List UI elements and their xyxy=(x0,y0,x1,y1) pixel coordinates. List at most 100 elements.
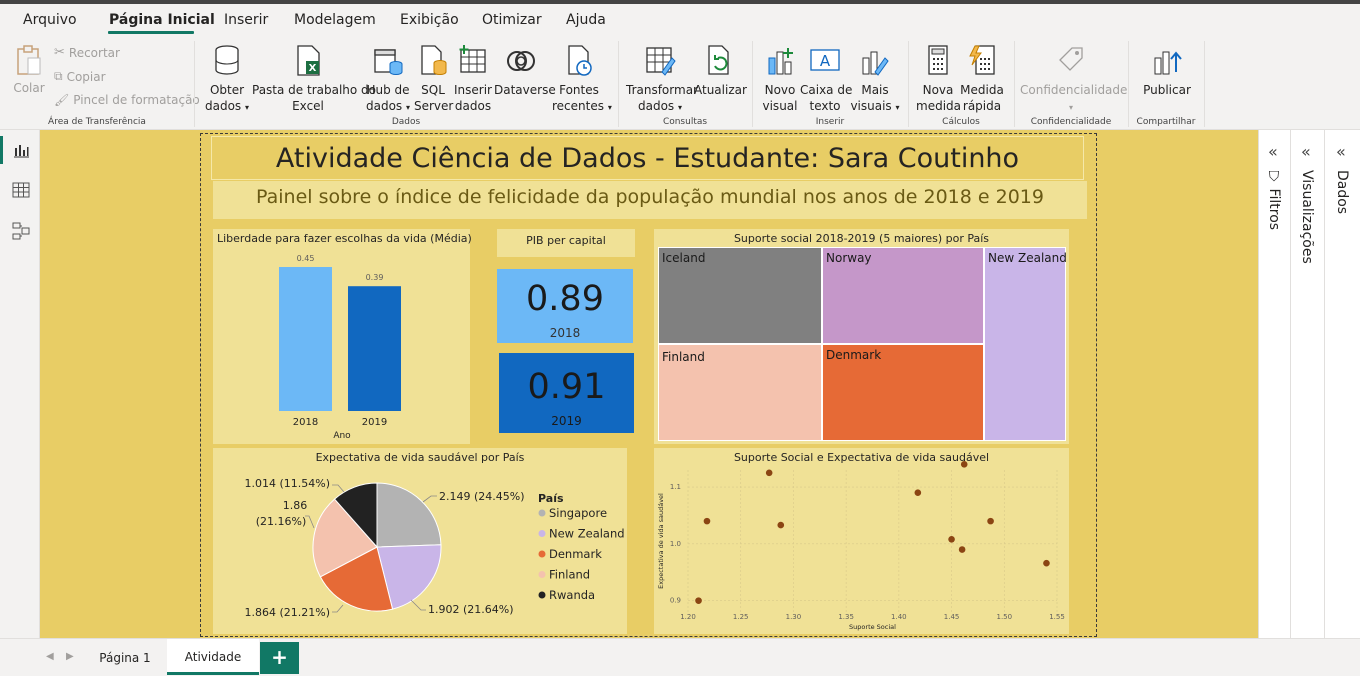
dataverse-button[interactable]: Dataverse xyxy=(494,44,556,98)
page-tab-pagina-1[interactable]: Página 1 xyxy=(99,651,151,665)
treemap-tile-denmark[interactable]: Denmark xyxy=(822,344,984,441)
add-page-button[interactable]: + xyxy=(260,642,299,674)
next-page-icon[interactable]: ▶ xyxy=(66,651,74,662)
refresh-button[interactable]: Atualizar xyxy=(694,44,747,98)
collapse-chevron-icon[interactable]: « xyxy=(1301,142,1311,161)
scatter-chart-plot: 1.20 1.25 1.30 1.35 1.40 1.45 1.50 1.55 0.9 1.0 1.… xyxy=(657,461,1065,631)
pie-data-label: 1.902 (21.64%) xyxy=(428,603,514,616)
y-axis-label: Expectativa de vida saudável xyxy=(657,493,665,589)
transform-label-1: Transformar xyxy=(626,83,698,97)
excel-workbook-button[interactable]: X Pasta de trabalho do Excel xyxy=(252,44,376,114)
pie-leader-line xyxy=(332,484,345,493)
bar-data-label: 0.39 xyxy=(366,273,384,282)
bar-chart-plot: 0.45 2018 0.39 2019 Ano xyxy=(279,254,401,441)
collapse-chevron-icon[interactable]: « xyxy=(1268,142,1278,161)
scatter-point xyxy=(960,461,968,468)
menu-exibicao[interactable]: Exibição xyxy=(400,12,459,28)
freedom-bar-chart[interactable]: Liberdade para fazer escolhas da vida (M… xyxy=(213,229,472,444)
menu-arquivo[interactable]: Arquivo xyxy=(23,12,77,28)
legend-item: New Zealand xyxy=(549,527,625,541)
pib-value-2019: 0.91 xyxy=(527,367,606,407)
data-hub-button[interactable]: Hub de dados ▾ xyxy=(366,44,410,116)
chart-title: Suporte social 2018-2019 (5 maiores) por… xyxy=(733,232,990,245)
scatter-point xyxy=(987,517,994,525)
data-hub-label-1: Hub de xyxy=(366,83,410,97)
pie-slice-singapore xyxy=(376,482,442,548)
copy-icon: ⧉ xyxy=(54,69,63,83)
scatter-point xyxy=(765,469,773,477)
recent-sources-button[interactable]: Fontes recentes ▾ xyxy=(552,44,612,116)
publish-button[interactable]: Publicar xyxy=(1138,44,1196,98)
collapse-chevron-icon[interactable]: « xyxy=(1336,142,1346,161)
copy-button[interactable]: ⧉ Copiar xyxy=(54,69,106,84)
scatter-point xyxy=(777,521,785,529)
svg-text:A: A xyxy=(820,52,831,70)
y-tick-label: 0.9 xyxy=(670,597,681,605)
page-tabs-bar: ◀ ▶ Página 1 Atividade + xyxy=(0,638,1360,676)
treemap-tile-norway[interactable]: Norway xyxy=(822,247,984,344)
more-visuals-button[interactable]: Mais visuais ▾ xyxy=(850,44,900,116)
data-pane[interactable]: « Dados xyxy=(1324,130,1360,638)
prev-page-icon[interactable]: ◀ xyxy=(46,651,54,662)
menu-inserir[interactable]: Inserir xyxy=(224,12,269,28)
transform-data-button[interactable]: Transformar dados ▾ xyxy=(626,44,698,116)
menu-otimizar[interactable]: Otimizar xyxy=(482,12,542,28)
quick-measure-button[interactable]: Medida rápida xyxy=(960,44,1004,114)
table-view-icon[interactable] xyxy=(12,182,30,198)
legend-marker xyxy=(538,550,546,558)
support-vs-life-scatter[interactable]: Suporte Social e Expectativa de vida sau… xyxy=(654,448,1069,634)
enter-data-button[interactable]: Inserir dados xyxy=(454,44,492,114)
filters-pane[interactable]: « ⛉ Filtros xyxy=(1258,130,1290,638)
sensitivity-button[interactable]: Confidencialidade ▾ xyxy=(1020,44,1127,116)
treemap-tile-iceland[interactable]: Iceland xyxy=(658,247,822,344)
pie-slice-rwanda xyxy=(333,482,378,549)
model-view-icon[interactable] xyxy=(12,222,30,240)
page-tab-atividade[interactable]: Atividade xyxy=(167,639,259,675)
ribbon-separator xyxy=(1014,41,1015,127)
bar-data-label: 0.45 xyxy=(297,254,315,263)
life-expectancy-pie-chart[interactable]: Expectativa de vida saudável por País 2.… xyxy=(213,448,627,634)
get-data-button[interactable]: Obter dados ▾ xyxy=(202,44,252,116)
report-title-box[interactable]: Atividade Ciência de Dados - Estudante: … xyxy=(211,136,1084,180)
visualizations-pane[interactable]: « Visualizações xyxy=(1290,130,1324,638)
more-visuals-label-2: visuais xyxy=(850,99,892,113)
text-box-label-2: texto xyxy=(809,99,841,113)
group-label-share: Compartilhar xyxy=(1136,117,1196,127)
pie-chart-plot: 2.149 (24.45%) 1.902 (21.64%) 1.864 (21.21… xyxy=(244,477,625,619)
treemap-tile-finland[interactable]: Finland xyxy=(658,344,822,441)
legend-item: Denmark xyxy=(549,547,602,561)
menu-modelagem[interactable]: Modelagem xyxy=(294,12,376,28)
legend-item: Finland xyxy=(549,568,590,582)
format-painter-button[interactable]: 🖌 Pincel de formatação xyxy=(54,93,200,107)
new-visual-icon xyxy=(768,48,793,75)
chart-title: Expectativa de vida saudável por País xyxy=(315,451,525,464)
pib-card-2019[interactable]: 0.91 2019 xyxy=(499,353,634,433)
new-visual-button[interactable]: Novo visual xyxy=(760,44,800,114)
x-tick-label: 1.50 xyxy=(996,613,1012,621)
scatter-point xyxy=(914,489,922,497)
calculator-icon xyxy=(928,45,948,75)
data-label: Dados xyxy=(1334,170,1350,215)
report-subtitle-box[interactable]: Painel sobre o índice de felicidade da p… xyxy=(213,181,1087,219)
y-tick-label: 1.1 xyxy=(670,483,681,491)
text-box-button[interactable]: A Caixa de texto xyxy=(800,44,852,114)
sql-server-button[interactable]: SQL Server xyxy=(414,44,453,114)
menu-ajuda[interactable]: Ajuda xyxy=(566,12,606,28)
x-axis-label: Ano xyxy=(333,431,351,441)
new-measure-button[interactable]: Nova medida xyxy=(916,44,961,114)
cut-button[interactable]: ✂ Recortar xyxy=(54,45,120,60)
x-tick-label: 2018 xyxy=(293,417,318,428)
more-visuals-icon xyxy=(862,51,889,76)
clipboard-icon xyxy=(17,45,41,75)
pie-leader-line xyxy=(422,495,437,503)
paste-button[interactable]: Colar xyxy=(12,44,46,96)
data-hub-icon xyxy=(374,49,403,76)
report-view-icon[interactable] xyxy=(12,142,30,158)
social-support-treemap[interactable]: Suporte social 2018-2019 (5 maiores) por… xyxy=(654,229,1069,444)
refresh-icon xyxy=(708,45,729,75)
chevron-down-icon: ▾ xyxy=(1068,103,1073,112)
menu-pagina-inicial[interactable]: Página Inicial xyxy=(109,12,215,28)
excel-label-2: Excel xyxy=(292,99,324,113)
treemap-tile-new-zealand[interactable]: New Zealand xyxy=(984,247,1067,441)
pib-card-2018[interactable]: 0.89 2018 xyxy=(497,269,633,343)
